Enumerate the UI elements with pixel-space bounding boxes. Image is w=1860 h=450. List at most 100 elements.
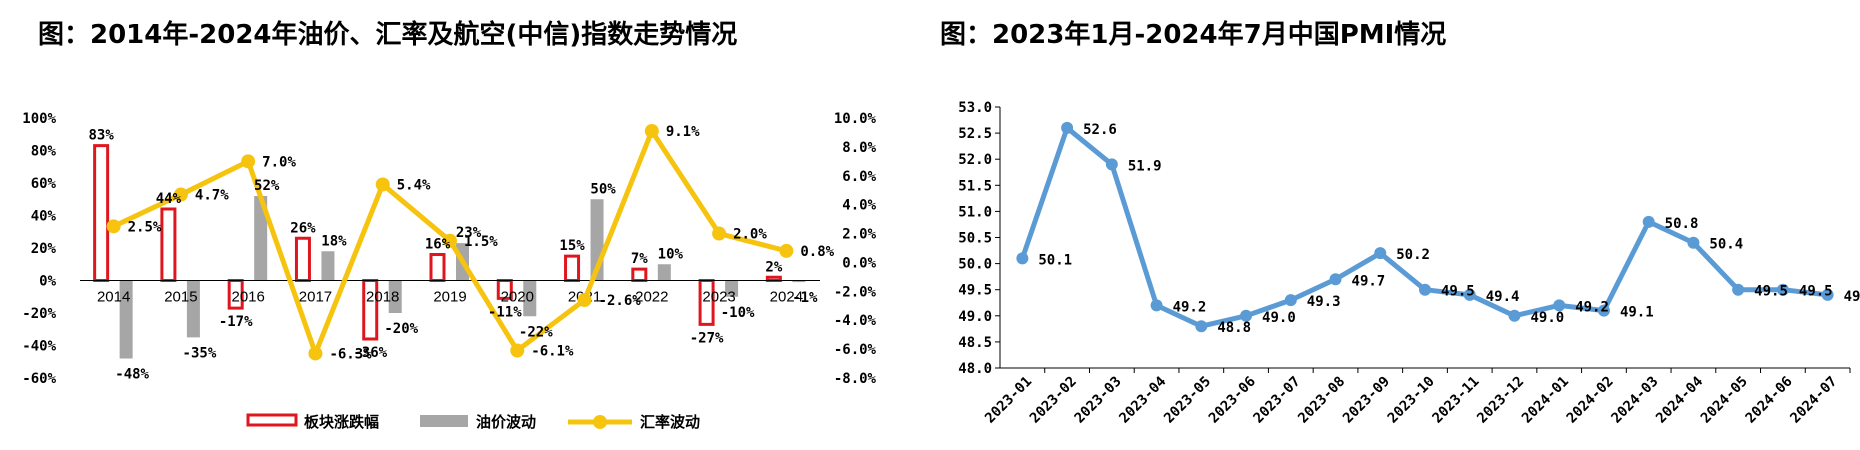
fx-change-label: -6.1%	[531, 344, 574, 360]
pmi-value-label: 49.1	[1620, 305, 1654, 321]
oil-price-label: -35%	[183, 345, 217, 361]
pmi-x-tick-label: 2024-05	[1698, 374, 1751, 427]
fx-series-point	[779, 243, 794, 258]
pmi-series-point	[1419, 283, 1431, 296]
oil-price-bar	[119, 280, 133, 359]
oil-price-bar	[254, 196, 268, 281]
pmi-x-tick-label: 2024-03	[1608, 374, 1661, 427]
fx-series-point	[241, 154, 256, 169]
pmi-y-tick-label: 50.5	[958, 231, 992, 247]
fx-series-point	[510, 343, 525, 358]
left-axis-tick-label: 80%	[31, 144, 57, 160]
pmi-x-tick-label: 2023-08	[1295, 374, 1348, 427]
oil-fx-airline-chart-panel: 图：2014年-2024年油价、汇率及航空(中信)指数走势情况 -60% -40%…	[0, 0, 900, 450]
oil-price-bar	[523, 280, 537, 317]
pmi-x-tick-label: 2023-06	[1206, 374, 1259, 427]
left-axis-tick-label: 20%	[31, 241, 57, 257]
legend-fx-label: 汇率波动	[640, 413, 700, 431]
pmi-series-point	[1821, 288, 1834, 301]
fx-series-point	[443, 233, 457, 248]
pmi-x-tick-label: 2023-01	[982, 374, 1035, 427]
pmi-value-label: 50.2	[1396, 247, 1430, 263]
fx-series-point	[644, 124, 659, 138]
sector-change-label: -11%	[488, 304, 522, 320]
fx-series-point	[308, 346, 323, 361]
right-chart-title: 图：2023年1月-2024年7月中国PMI情况	[940, 20, 1447, 50]
pmi-value-label: 49.0	[1530, 310, 1564, 326]
sector-change-bar	[294, 236, 311, 282]
pmi-x-tick-label: 2024-06	[1743, 374, 1796, 427]
sector-change-label: 83%	[88, 128, 114, 144]
legend-oil-label: 油价波动	[476, 413, 536, 431]
pmi-x-tick-label: 2024-07	[1787, 374, 1840, 427]
legend-sector-swatch	[246, 413, 298, 427]
pmi-x-tick-label: 2023-05	[1161, 374, 1214, 427]
oil-price-label: -10%	[721, 305, 755, 321]
left-axis-tick-label: 40%	[31, 209, 57, 225]
fx-change-label: 9.1%	[666, 124, 700, 140]
right-axis-tick-label: -6.0%	[834, 342, 877, 358]
pmi-value-label: 50.4	[1709, 237, 1743, 253]
category-tick-label: 2019	[433, 289, 466, 306]
pmi-y-tick-label: 51.0	[958, 204, 992, 220]
pmi-series-point	[1105, 158, 1118, 171]
pmi-value-label: 50.1	[1038, 252, 1072, 268]
category-tick-label: 2024	[770, 289, 803, 306]
pmi-series-point	[1553, 299, 1566, 312]
pmi-y-tick-label: 48.5	[958, 335, 992, 351]
pmi-value-label: 49.0	[1262, 310, 1296, 326]
pmi-x-tick-label: 2023-09	[1340, 374, 1393, 427]
pmi-chart-panel: 图：2023年1月-2024年7月中国PMI情况 48.0 48.5 49.0 49.…	[930, 0, 1860, 450]
fx-change-label: 2.0%	[733, 227, 767, 243]
pmi-y-tick-label: 48.0	[958, 361, 992, 377]
right-axis-tick-label: 2.0%	[842, 227, 876, 243]
pmi-y-tick-label: 53.0	[958, 100, 992, 116]
pmi-series-point	[1195, 320, 1208, 333]
pmi-series-point	[1374, 247, 1387, 260]
pmi-series-point	[1642, 215, 1655, 228]
sector-change-label: 7%	[631, 251, 648, 267]
fx-change-label: 4.7%	[195, 188, 229, 204]
fx-series-point	[577, 293, 592, 307]
sector-change-bar	[160, 207, 177, 282]
pmi-value-label: 51.9	[1128, 158, 1162, 174]
pmi-value-label: 49.4	[1486, 289, 1520, 305]
pmi-value-label: 49.5	[1754, 284, 1788, 300]
category-tick-label: 2015	[164, 289, 197, 306]
pmi-series-point	[1463, 288, 1476, 301]
pmi-y-tick-label: 49.0	[958, 309, 992, 325]
oil-price-bar	[186, 280, 200, 338]
fx-series-point	[106, 219, 121, 234]
category-tick-label: 2014	[97, 289, 130, 306]
fx-change-label: 0.8%	[800, 244, 834, 260]
pmi-x-tick-label: 2023-12	[1474, 374, 1527, 427]
right-chart-svg: 48.0 48.5 49.0 49.5 50.0 50.5 51.0 51.5 52.0 52.5…	[958, 100, 1860, 427]
fx-change-label: 7.0%	[262, 154, 296, 170]
right-axis-tick-label: 6.0%	[842, 169, 876, 185]
pmi-series-point	[1150, 299, 1163, 312]
left-axis-tick-label: 100%	[22, 111, 56, 127]
pmi-y-tick-label: 52.5	[958, 126, 992, 142]
right-axis-tick-label: 10.0%	[834, 111, 877, 127]
left-axis-tick-label: -20%	[22, 306, 56, 322]
left-axis-tick-label: -40%	[22, 339, 56, 355]
pmi-value-label: 50.8	[1665, 216, 1699, 232]
left-axis-tick-label: 0%	[39, 274, 56, 290]
fx-series-point	[712, 226, 727, 241]
sector-change-bar	[564, 254, 581, 282]
right-axis-tick-label: 4.0%	[842, 198, 876, 214]
oil-price-label: -48%	[115, 367, 149, 383]
sector-change-label: -27%	[690, 330, 724, 346]
sector-change-bar	[631, 267, 648, 282]
oil-price-label: 10%	[658, 246, 684, 262]
left-axis-tick-label: -60%	[22, 371, 56, 387]
pmi-series-point	[1240, 309, 1253, 322]
fx-series-point	[375, 177, 390, 192]
pmi-series-point	[1016, 252, 1029, 265]
pmi-value-label: 49.4	[1844, 289, 1860, 305]
oil-price-bar	[725, 280, 739, 297]
pmi-y-tick-label: 52.0	[958, 152, 992, 168]
sector-change-label: 2%	[765, 259, 782, 275]
legend-oil-swatch	[420, 415, 468, 427]
sector-change-label: 16%	[425, 237, 451, 253]
